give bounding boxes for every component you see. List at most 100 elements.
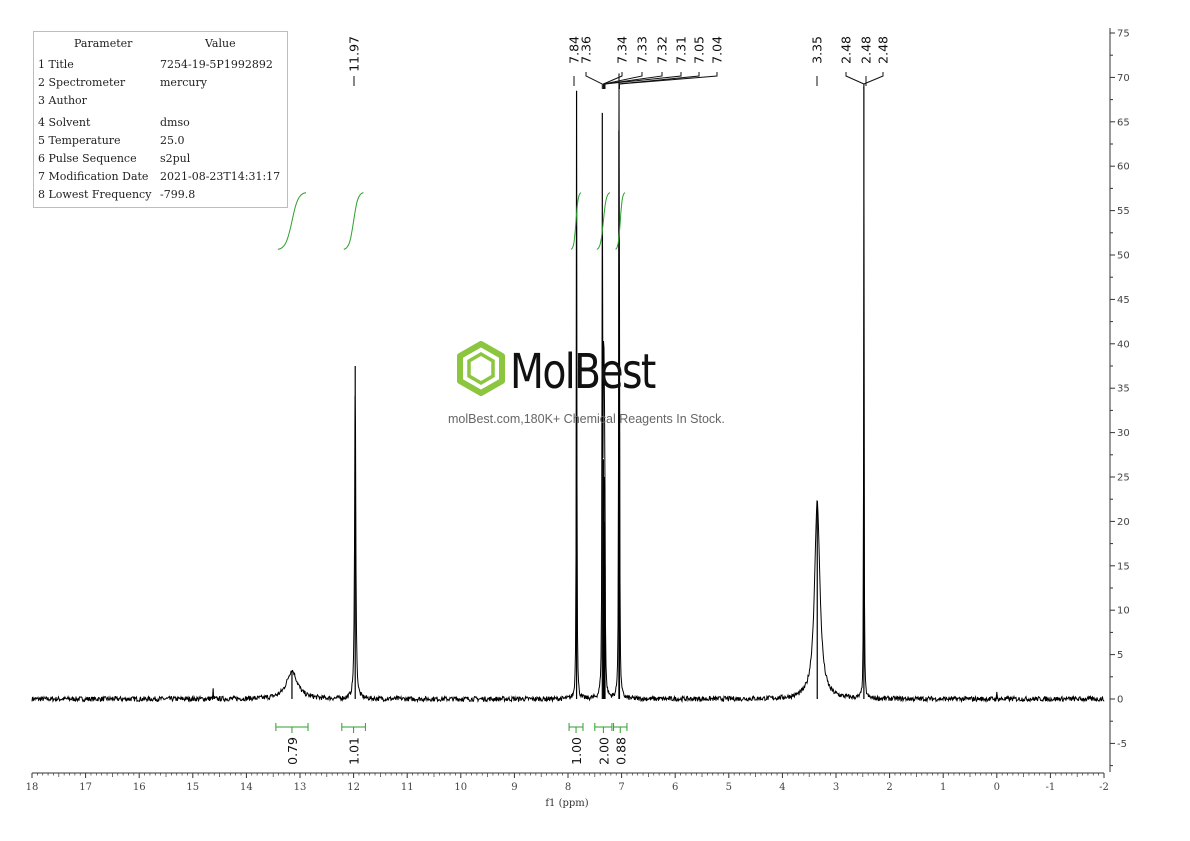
integral-curve (277, 192, 307, 250)
param-header-parameter: Parameter (74, 37, 133, 50)
x-tick-label: -1 (1046, 782, 1056, 793)
y-tick-label: 70 (1117, 73, 1130, 84)
param-row: 1 Title 7254-19-5P1992892 (38, 58, 288, 74)
watermark-tagline: molBest.com,180K+ Chemical Reagents In S… (448, 412, 725, 426)
y-tick-label: 25 (1117, 473, 1130, 484)
peak-label: 2.48 (859, 36, 874, 64)
param-value: -799.8 (160, 188, 196, 201)
peak-label-leader (618, 72, 700, 89)
y-tick-label: 20 (1117, 517, 1130, 528)
x-tick-label: 17 (79, 782, 92, 793)
param-name: 6 Pulse Sequence (38, 152, 137, 165)
y-tick-label: 35 (1117, 384, 1130, 395)
peak-label-leader (585, 72, 603, 89)
integral-curve (615, 192, 626, 250)
y-tick-label: 10 (1117, 606, 1130, 617)
y-tick-label: 45 (1117, 295, 1130, 306)
integral-value: 0.79 (285, 737, 300, 765)
peak-label: 7.34 (615, 36, 630, 64)
param-value: dmso (160, 116, 190, 129)
x-tick-label: 11 (401, 782, 414, 793)
param-header-value: Value (205, 37, 236, 50)
param-value: s2pul (160, 152, 191, 165)
param-row: 7 Modification Date 2021-08-23T14:31:17 (38, 170, 288, 186)
peak-label: 11.97 (347, 36, 362, 72)
x-tick-label: 9 (511, 782, 517, 793)
param-value: 2021-08-23T14:31:17 (160, 170, 281, 183)
peak-label: 3.35 (810, 36, 825, 64)
peak-label-leader (604, 72, 682, 89)
peak-label: 2.48 (839, 36, 854, 64)
peak-label: 7.33 (635, 36, 650, 64)
param-name: 2 Spectrometer (38, 76, 126, 89)
molbest-watermark: MolBest molBest.com,180K+ Chemical Reage… (448, 340, 748, 435)
param-row: 6 Pulse Sequence s2pul (38, 152, 288, 168)
y-tick-label: 65 (1117, 117, 1130, 128)
integral-curve (343, 192, 364, 250)
y-tick-label: 50 (1117, 251, 1130, 262)
param-name: 7 Modification Date (38, 170, 149, 183)
parameter-table: Parameter Value 1 Title 7254-19-5P1992892… (33, 31, 288, 208)
x-tick-label: 6 (672, 782, 678, 793)
peak-labels-group: 11.97 7.847.36 7.34 7.33 7.32 7.31 7.05 7.04 3.3… (347, 36, 891, 89)
y-tick-label: 15 (1117, 561, 1130, 572)
molbest-logo-icon (457, 341, 505, 396)
peak-label-leader (619, 72, 718, 89)
param-value: 25.0 (160, 134, 185, 147)
y-tick-label: 75 (1117, 29, 1130, 40)
peak-label: 7.31 (674, 36, 689, 64)
param-name: 5 Temperature (38, 134, 121, 147)
peak-label: 7.32 (655, 36, 670, 64)
param-row: 3 Author (38, 94, 288, 110)
peak-label-leader (603, 72, 663, 89)
x-tick-label: 7 (618, 782, 624, 793)
x-tick-label: 8 (565, 782, 571, 793)
y-tick-label: 60 (1117, 162, 1130, 173)
x-axis-label: f1 (ppm) (545, 798, 588, 809)
peak-label-leader (863, 72, 884, 89)
peak-label: 7.05 (692, 36, 707, 64)
x-tick-label: 4 (779, 782, 785, 793)
spectrum-trace (31, 73, 1105, 704)
param-name: 8 Lowest Frequency (38, 188, 152, 201)
integrals-group: 0.79 1.01 1.00 2.00 0.88 (275, 192, 628, 765)
y-tick-label: 0 (1117, 695, 1123, 706)
integral-value: 1.01 (347, 737, 362, 765)
x-tick-label: 0 (994, 782, 1000, 793)
integral-value: 1.00 (569, 737, 584, 765)
integral-value: 2.00 (596, 737, 611, 765)
x-tick-label: 5 (726, 782, 732, 793)
param-name: 1 Title (38, 58, 74, 71)
integral-value: 0.88 (613, 737, 628, 765)
y-tick-label: 40 (1117, 339, 1130, 350)
x-tick-label: 2 (886, 782, 892, 793)
x-tick-label: 13 (294, 782, 307, 793)
y-tick-label: 55 (1117, 206, 1130, 217)
watermark-brand: MolBest (510, 344, 656, 400)
x-tick-label: 18 (26, 782, 39, 793)
param-row: 4 Solvent dmso (38, 116, 288, 132)
x-tick-label: 12 (347, 782, 360, 793)
spectrum-trace-group (31, 73, 1105, 704)
integral-curve (570, 192, 582, 250)
peak-label: 7.04 (710, 36, 725, 64)
x-tick-label: -2 (1099, 782, 1109, 793)
x-tick-label: 14 (240, 782, 253, 793)
peak-label-leader (845, 72, 865, 89)
x-tick-label: 16 (133, 782, 146, 793)
peak-label: 2.48 (876, 36, 891, 64)
param-row: 8 Lowest Frequency -799.8 (38, 188, 288, 204)
y-tick-label: -5 (1117, 739, 1127, 750)
y-tick-label: 5 (1117, 650, 1123, 661)
param-row: 2 Spectrometer mercury (38, 76, 288, 92)
x-tick-label: 3 (833, 782, 839, 793)
x-tick-label: 1 (940, 782, 946, 793)
param-value: 7254-19-5P1992892 (160, 58, 273, 71)
param-name: 3 Author (38, 94, 87, 107)
param-row: 5 Temperature 25.0 (38, 134, 288, 150)
param-name: 4 Solvent (38, 116, 91, 129)
peak-label: 7.84 (567, 36, 582, 64)
y-tick-label: 30 (1117, 428, 1130, 439)
